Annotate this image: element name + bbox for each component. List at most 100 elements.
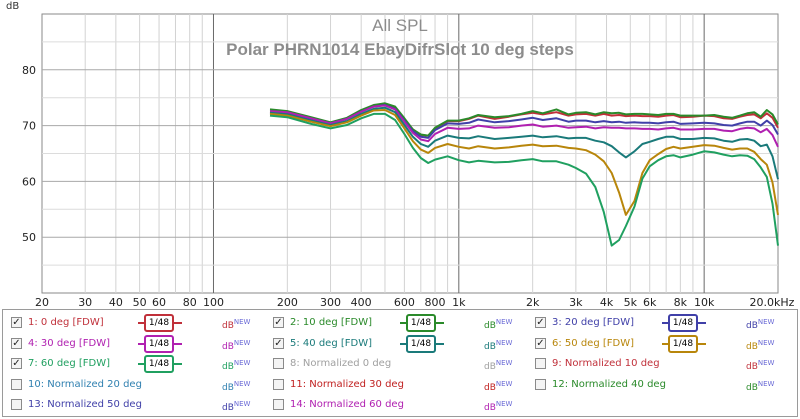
db-new-tag: NEW xyxy=(495,400,513,408)
legend-checkbox[interactable] xyxy=(273,399,284,410)
legend-label: 12: Normalized 40 deg xyxy=(552,378,666,390)
chart: 20 30 40 50 60 80 100 200 300 400 600 800 1k 2k 3k 4k 5k… xyxy=(6,1,795,309)
legend-item[interactable]: ✓ 2: 10 deg [FDW] 1/48 dBNEW xyxy=(269,313,527,333)
legend-item[interactable]: 9: Normalized 10 deg dBNEW xyxy=(531,354,789,374)
db-new-tag: NEW xyxy=(757,338,775,347)
legend-checkbox[interactable] xyxy=(273,378,284,390)
series-line-6 xyxy=(269,109,779,216)
smoothing-button[interactable]: 1/48 xyxy=(144,334,174,353)
x-tick-label: 600 xyxy=(394,296,415,309)
legend-item[interactable]: ✓ 7: 60 deg [FDW] 1/48 dBNEW xyxy=(7,354,265,374)
x-tick-label: 5k xyxy=(624,296,638,309)
db-offset-button[interactable]: dBNEW xyxy=(746,359,775,372)
db-offset-button[interactable]: dBNEW xyxy=(484,359,513,372)
legend-checkbox[interactable] xyxy=(535,378,546,390)
db-offset-button[interactable]: dBNEW xyxy=(484,379,513,393)
db-offset-button[interactable]: dBNEW xyxy=(746,338,775,352)
db-offset-button[interactable]: dBNEW xyxy=(222,400,251,413)
smoothing-line-right xyxy=(698,342,706,345)
db-offset-button[interactable]: dBNEW xyxy=(484,318,513,331)
legend-item[interactable]: 13: Normalized 50 deg dBNEW xyxy=(7,395,265,415)
x-tick-label: 100 xyxy=(203,296,224,309)
x-tick-label: 50 xyxy=(133,296,147,309)
legend-checkbox[interactable]: ✓ xyxy=(11,337,22,349)
x-tick-label: 60 xyxy=(152,296,166,309)
db-offset-button[interactable]: dBNEW xyxy=(484,338,513,352)
db-new-tag: NEW xyxy=(757,318,775,326)
legend-checkbox[interactable]: ✓ xyxy=(273,337,284,349)
legend-checkbox[interactable]: ✓ xyxy=(535,337,546,349)
smoothing-button[interactable]: 1/48 xyxy=(144,314,174,332)
series-line-2 xyxy=(269,102,779,137)
legend-checkbox[interactable]: ✓ xyxy=(11,358,22,369)
legend-item[interactable]: ✓ 1: 0 deg [FDW] 1/48 dBNEW xyxy=(7,313,265,333)
legend-item[interactable]: 10: Normalized 20 deg dBNEW xyxy=(7,375,265,395)
db-new-tag: NEW xyxy=(495,338,513,347)
db-new-tag: NEW xyxy=(233,359,251,367)
smoothing-line-left xyxy=(138,322,146,324)
x-tick-label: 10k xyxy=(694,296,715,309)
x-tick-label: 20 xyxy=(35,296,49,309)
chart-title: All SPL xyxy=(372,16,428,35)
legend-label: 4: 30 deg [FDW] xyxy=(28,337,110,349)
x-tick-label: 1k xyxy=(452,296,466,309)
db-offset-button[interactable]: dBNEW xyxy=(222,338,251,352)
smoothing-line-left xyxy=(400,322,408,324)
legend-label: 3: 20 deg [FDW] xyxy=(552,317,634,328)
db-new-tag: NEW xyxy=(757,379,775,388)
legend-label: 13: Normalized 50 deg xyxy=(28,399,142,410)
y-tick-label: 50 xyxy=(22,231,36,244)
smoothing-button[interactable]: 1/48 xyxy=(406,314,436,332)
x-tick-label: 4k xyxy=(600,296,614,309)
x-tick-label: 6k xyxy=(643,296,657,309)
legend-checkbox[interactable] xyxy=(273,358,284,369)
x-tick-label: 20.0kHz xyxy=(750,296,795,309)
legend-label: 5: 40 deg [FDW] xyxy=(290,337,372,349)
smoothing-line-right xyxy=(174,322,182,324)
series-line-5 xyxy=(269,106,779,180)
smoothing-button[interactable]: 1/48 xyxy=(406,334,436,353)
db-offset-button[interactable]: dBNEW xyxy=(746,379,775,393)
smoothing-line-right xyxy=(698,322,706,324)
smoothing-line-right xyxy=(174,363,182,365)
y-tick-label: 80 xyxy=(22,64,36,77)
legend-label: 10: Normalized 20 deg xyxy=(28,378,142,390)
db-new-tag: NEW xyxy=(233,400,251,408)
legend-label: 6: 50 deg [FDW] xyxy=(552,337,634,349)
db-new-tag: NEW xyxy=(233,318,251,326)
db-offset-button[interactable]: dBNEW xyxy=(746,318,775,331)
legend-item[interactable]: ✓ 6: 50 deg [FDW] 1/48 dBNEW xyxy=(531,334,789,354)
smoothing-line-right xyxy=(174,342,182,345)
legend-label: 11: Normalized 30 deg xyxy=(290,378,404,390)
chart-subtitle: Polar PHRN1014 EbayDifrSlot 10 deg steps xyxy=(226,40,574,59)
legend-item[interactable]: 11: Normalized 30 deg dBNEW xyxy=(269,375,527,395)
db-new-tag: NEW xyxy=(495,359,513,367)
smoothing-line-left xyxy=(138,342,146,345)
db-new-tag: NEW xyxy=(757,359,775,367)
legend-checkbox[interactable] xyxy=(11,399,22,410)
smoothing-line-right xyxy=(436,322,444,324)
legend-item[interactable]: ✓ 4: 30 deg [FDW] 1/48 dBNEW xyxy=(7,334,265,354)
db-offset-button[interactable]: dBNEW xyxy=(484,400,513,413)
legend-item[interactable]: ✓ 5: 40 deg [FDW] 1/48 dBNEW xyxy=(269,334,527,354)
smoothing-button[interactable]: 1/48 xyxy=(144,355,174,373)
legend-checkbox[interactable]: ✓ xyxy=(535,317,546,328)
x-tick-label: 800 xyxy=(425,296,446,309)
x-tick-label: 300 xyxy=(320,296,341,309)
legend-checkbox[interactable]: ✓ xyxy=(11,317,22,328)
legend-checkbox[interactable]: ✓ xyxy=(273,317,284,328)
legend-item[interactable]: 14: Normalized 60 deg dBNEW xyxy=(269,395,527,415)
x-tick-label: 8k xyxy=(674,296,688,309)
db-offset-button[interactable]: dBNEW xyxy=(222,379,251,393)
db-offset-button[interactable]: dBNEW xyxy=(222,359,251,372)
db-new-tag: NEW xyxy=(495,318,513,326)
legend-item[interactable]: 8: Normalized 0 deg dBNEW xyxy=(269,354,527,374)
db-offset-button[interactable]: dBNEW xyxy=(222,318,251,331)
legend-checkbox[interactable] xyxy=(11,378,22,390)
legend-checkbox[interactable] xyxy=(535,358,546,369)
legend-item[interactable]: 12: Normalized 40 deg dBNEW xyxy=(531,375,789,395)
smoothing-button[interactable]: 1/48 xyxy=(668,314,698,332)
smoothing-line-left xyxy=(662,342,670,345)
legend-item[interactable]: ✓ 3: 20 deg [FDW] 1/48 dBNEW xyxy=(531,313,789,333)
smoothing-button[interactable]: 1/48 xyxy=(668,334,698,353)
